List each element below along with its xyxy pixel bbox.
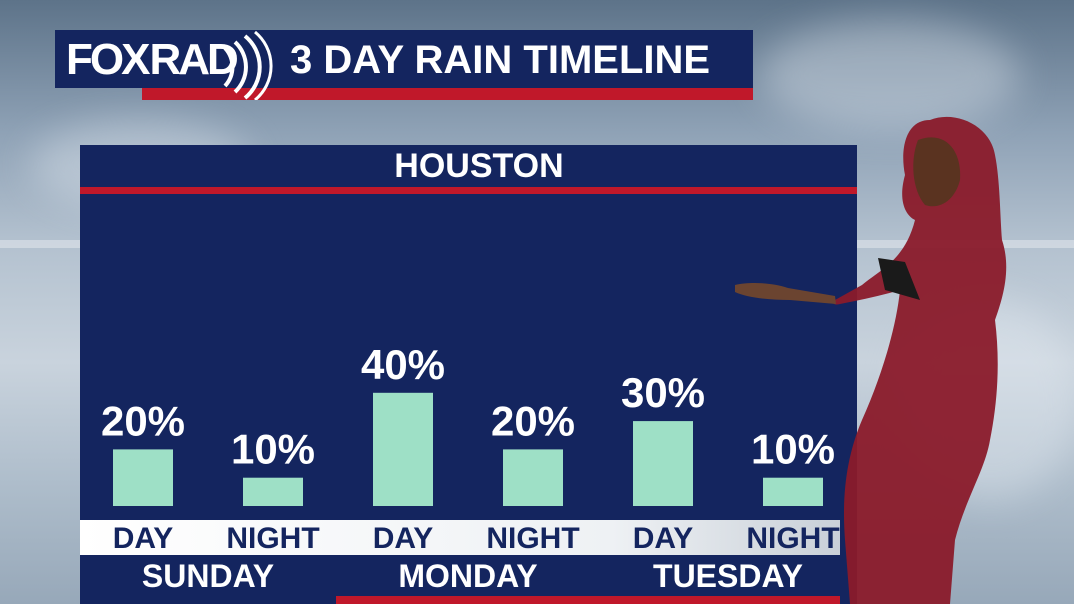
- bar-value-label-3: 20%: [491, 397, 575, 444]
- bar-value-label-0: 20%: [101, 397, 185, 444]
- city-title: HOUSTON: [394, 147, 564, 185]
- bar-0: [113, 449, 173, 506]
- foxrad-logo: FOX RAD: [66, 35, 239, 84]
- radar-waves-icon: [223, 30, 273, 100]
- period-label-5: NIGHT: [746, 522, 839, 555]
- panel-red-stripe: [80, 187, 857, 194]
- title-red-stripe: [142, 88, 753, 100]
- bar-5: [763, 477, 823, 506]
- bar-value-label-5: 10%: [751, 426, 835, 473]
- bar-3: [503, 449, 563, 506]
- logo-rad-text: RAD: [149, 35, 238, 84]
- period-strip: [80, 520, 840, 555]
- day-label-0: SUNDAY: [142, 558, 274, 594]
- period-label-1: NIGHT: [226, 522, 319, 555]
- title-bar: [55, 30, 753, 88]
- bar-value-label-2: 40%: [361, 341, 445, 388]
- bar-value-label-4: 30%: [621, 369, 705, 416]
- bar-4: [633, 421, 693, 506]
- bar-2: [373, 392, 433, 506]
- page-title: 3 DAY RAIN TIMELINE: [290, 38, 711, 82]
- period-label-0: DAY: [113, 522, 174, 555]
- bar-1: [243, 477, 303, 506]
- period-label-2: DAY: [373, 522, 434, 555]
- day-label-2: TUESDAY: [653, 558, 803, 594]
- bar-value-label-1: 10%: [231, 426, 315, 473]
- day-label-1: MONDAY: [398, 558, 537, 594]
- period-label-4: DAY: [633, 522, 694, 555]
- period-label-3: NIGHT: [486, 522, 579, 555]
- logo-fox-text: FOX: [66, 35, 150, 84]
- bottom-red-stripe: [336, 596, 840, 604]
